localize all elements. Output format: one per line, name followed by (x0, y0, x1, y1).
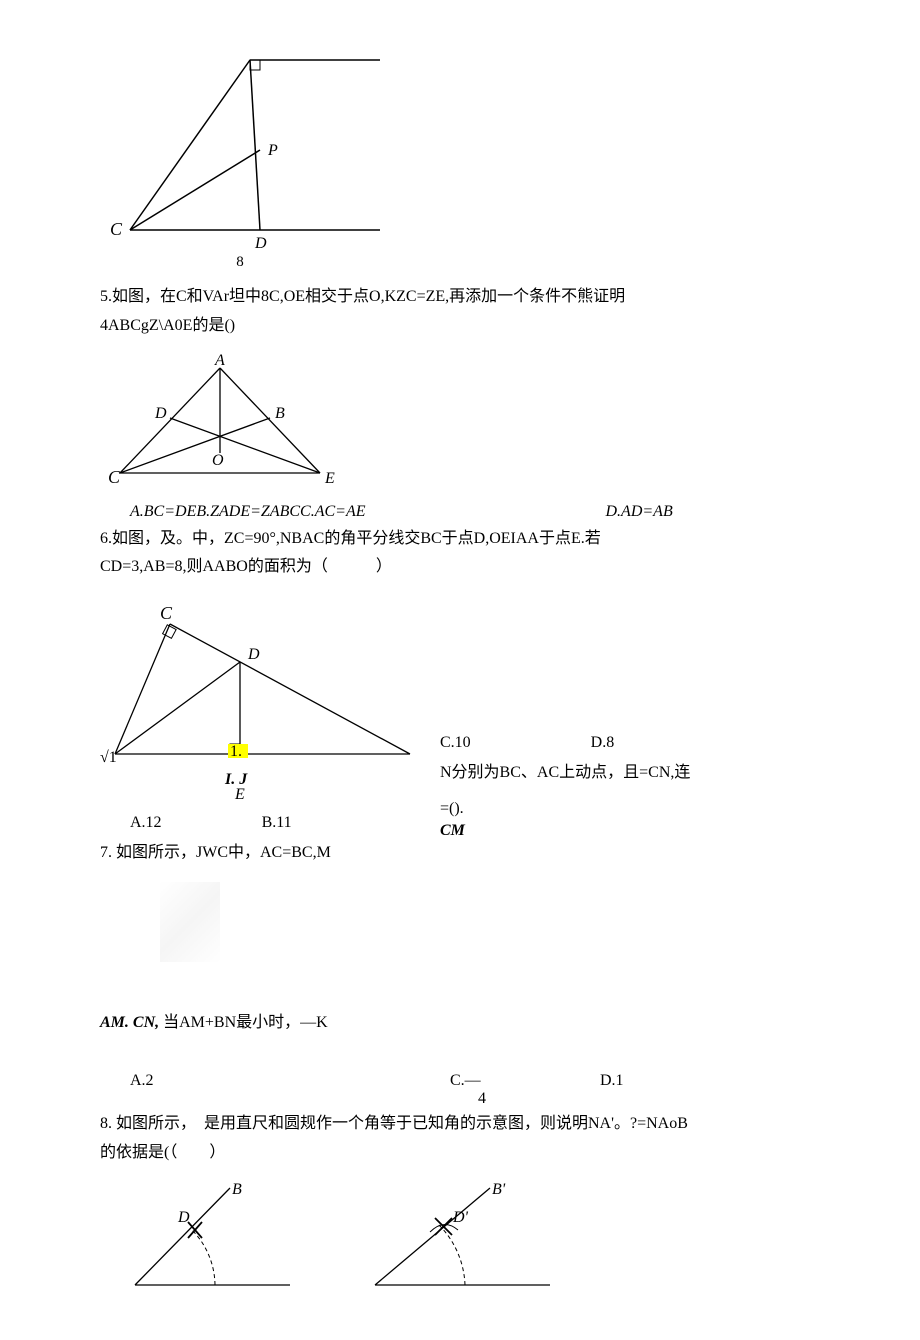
figure-q8-left: B D (120, 1180, 300, 1300)
q8-line1: 8. 如图所示， 是用直尺和圆规作一个角等于已知角的示意图，则说明NA'。?=N… (100, 1110, 820, 1139)
q5-label-D: D (154, 405, 167, 422)
q6-hl: 1. (230, 743, 242, 760)
q5-label-C: C (108, 467, 121, 487)
figure-q5-svg: A D B C E O (100, 353, 360, 493)
q7-opt-C: C.— 4 (450, 1072, 600, 1090)
q7-am: AM. CN, (100, 1014, 159, 1031)
q6-opt-A: A.12 (130, 814, 162, 832)
q5-opt-C: C.AC=AE (300, 503, 365, 521)
q6-label-E: E (234, 786, 245, 803)
q7-figure-blank (100, 882, 820, 1002)
q5-opt-B: B.ZADE=ZABC (196, 503, 300, 521)
q7-after: 当AM+BN最小时，—K (163, 1014, 328, 1031)
q7-cm: CM (440, 822, 820, 840)
q5-label-E: E (324, 470, 335, 487)
q6-opt-B: B.11 (262, 814, 292, 832)
q6-label-D: D (247, 646, 260, 663)
q7-am-line: AM. CN, 当AM+BN最小时，—K (100, 1008, 820, 1032)
figure-q6: C D √1 E I. J 1. (100, 604, 420, 804)
q5-label-B: B (275, 405, 285, 422)
q8-label-B: B (232, 1181, 242, 1198)
q8-label-D2: D' (452, 1209, 469, 1226)
q6-label-C: C (160, 604, 173, 623)
q8-label-D: D (177, 1209, 190, 1226)
q6-opt-C: C.10 (440, 734, 471, 752)
q8-line2: 的依据是(（ ） (100, 1139, 820, 1168)
q5-label-A: A (214, 353, 225, 369)
figure-q5: A D B C E O (100, 353, 820, 493)
q6-options-left: A.12 B.11 (130, 814, 420, 832)
q7-line-right1: N分别为BC、AC上动点，且=CN,连 (440, 758, 820, 782)
q6-label-IJ: I. J (224, 771, 248, 788)
q5-opt-A: A.BC=DE (130, 503, 196, 521)
label-P: P (267, 142, 278, 159)
q7-opt-D: D.1 (600, 1072, 624, 1090)
figure-top: C P D 8 (100, 50, 820, 271)
figure-q6-svg: C D √1 E I. J 1. (100, 604, 420, 804)
q6-line2: CD=3,AB=8,则AABO的面积为（ ） (100, 553, 820, 582)
question-6: 6.如图，及。中，ZC=90°,NBAC的角平分线交BC于点D,OEIAA于点E… (100, 525, 820, 583)
q6-options-right: C.10 D.8 (440, 734, 820, 752)
q7-line-right2: =(). (440, 800, 820, 818)
figure-top-caption: 8 (140, 254, 340, 271)
figure-q8: B D B' D' (120, 1180, 820, 1300)
q7-line-left: 7. 如图所示，JWC中，AC=BC,M (100, 838, 420, 862)
q6-line1: 6.如图，及。中，ZC=90°,NBAC的角平分线交BC于点D,OEIAA于点E… (100, 525, 820, 554)
q5-opt-D: D.AD=AB (606, 503, 673, 521)
q6-label-A: √1 (100, 749, 117, 766)
q5-options: A.BC=DE B.ZADE=ZABC C.AC=AE D.AD=AB (130, 503, 820, 521)
q8-label-B2: B' (492, 1181, 506, 1198)
q5-label-O: O (212, 452, 224, 469)
question-5: 5.如图，在C和VAr坦中8C,OE相交于点O,KZC=ZE,再添加一个条件不熊… (100, 283, 820, 341)
q6-opt-D: D.8 (591, 734, 615, 752)
label-C: C (110, 219, 123, 239)
q7-options: A.2 C.— 4 D.1 (130, 1072, 820, 1090)
figure-q8-right: B' D' (360, 1180, 560, 1300)
question-8: 8. 如图所示， 是用直尺和圆规作一个角等于已知角的示意图，则说明NA'。?=N… (100, 1110, 820, 1168)
label-D: D (254, 235, 267, 250)
figure-top-svg: C P D (100, 50, 400, 250)
q5-line1: 5.如图，在C和VAr坦中8C,OE相交于点O,KZC=ZE,再添加一个条件不熊… (100, 283, 820, 312)
q6-row: C D √1 E I. J 1. A.12 B.11 7. 如图所示，JWC中，… (100, 594, 820, 862)
q5-line2: 4ABCgZ\A0E的是() (100, 312, 820, 341)
q7-opt-A: A.2 (130, 1072, 450, 1090)
